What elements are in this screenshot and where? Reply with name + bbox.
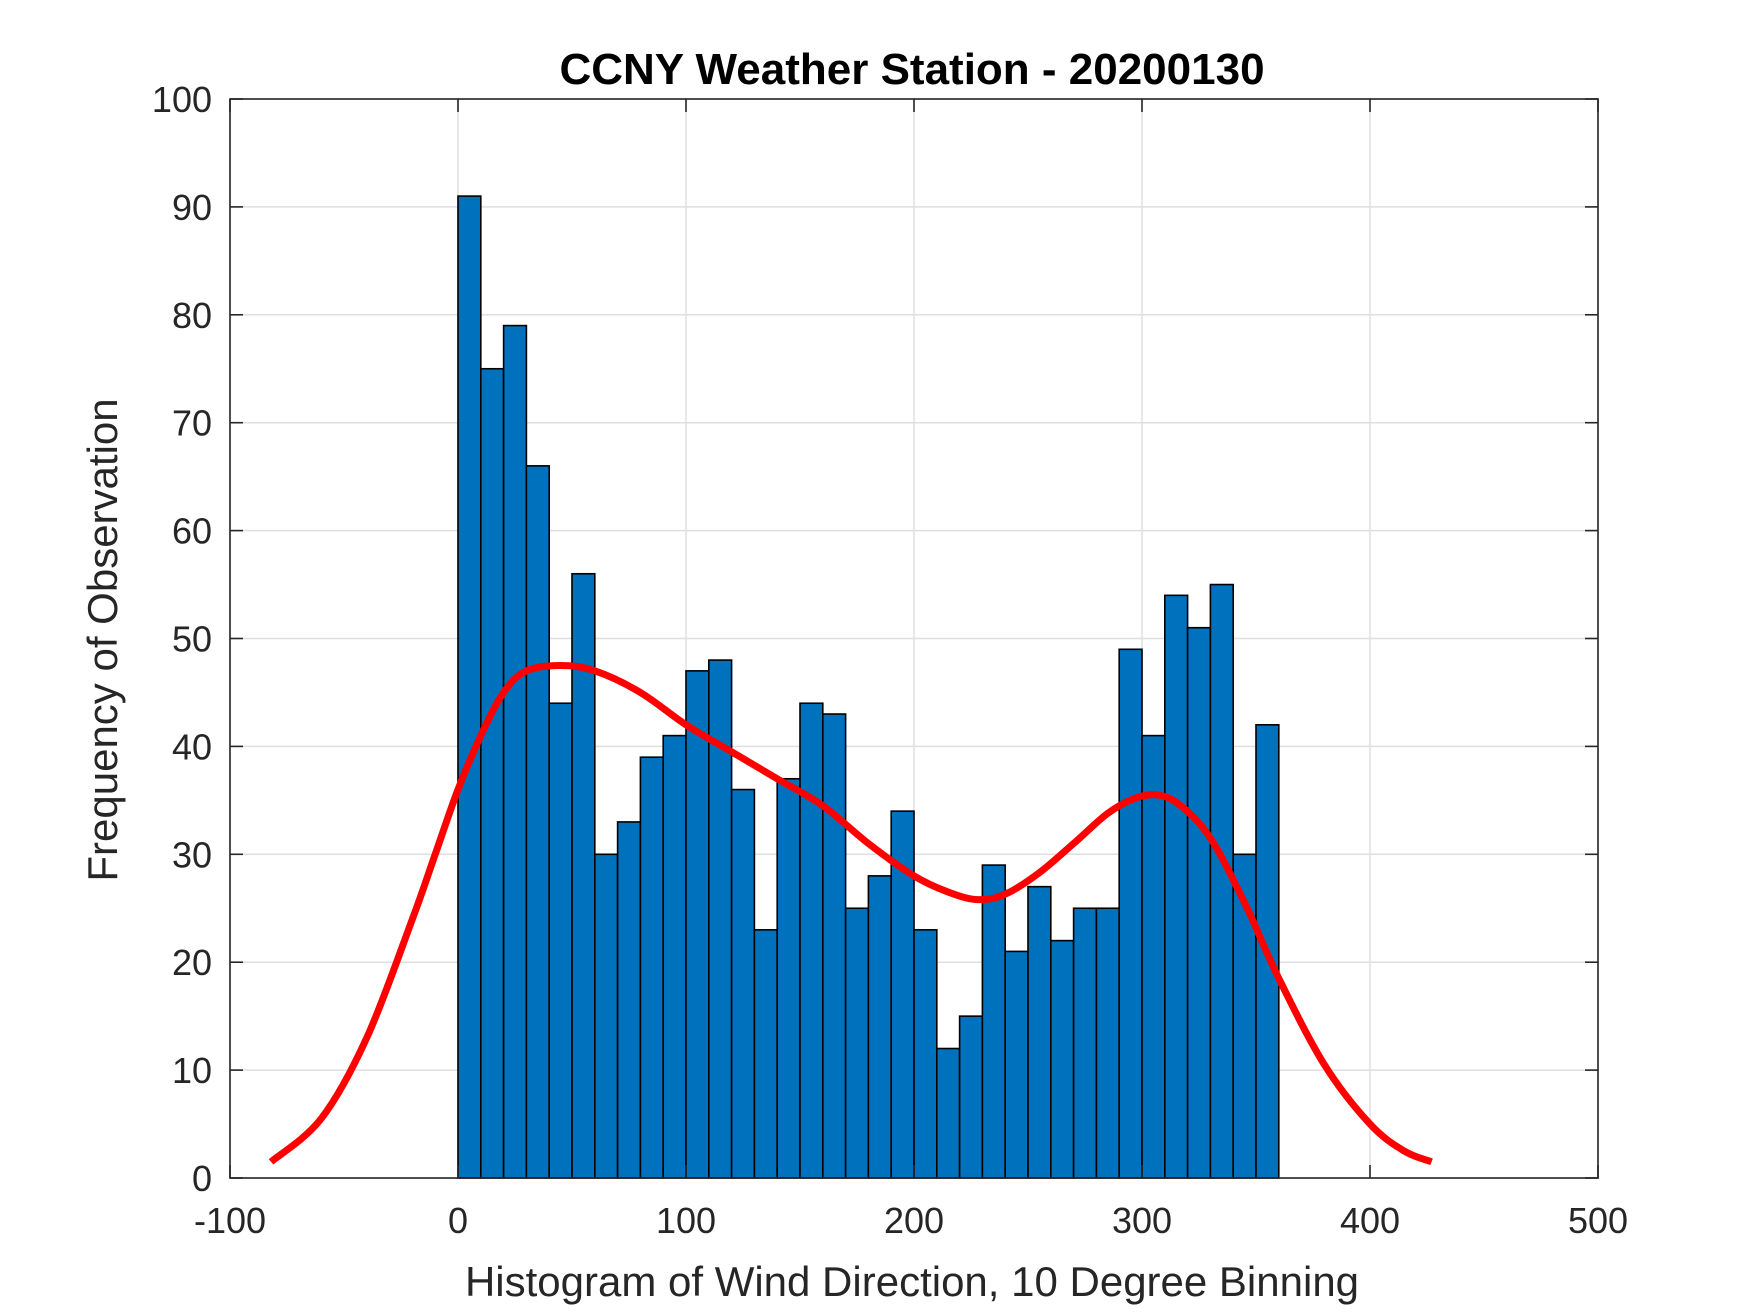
histogram-bar — [685, 670, 710, 1179]
y-tick-label: 10 — [172, 1050, 212, 1091]
histogram-bar — [935, 1047, 961, 1179]
y-tick-label: 30 — [172, 834, 212, 875]
x-tick-label: 200 — [884, 1200, 944, 1241]
histogram-bar — [639, 756, 665, 1179]
histogram-bar — [844, 907, 870, 1179]
x-tick-label: 400 — [1340, 1200, 1400, 1241]
histogram-bar — [776, 777, 801, 1179]
histogram-bar — [821, 713, 847, 1179]
histogram-bar — [457, 195, 482, 1179]
histogram-bar — [913, 929, 938, 1179]
y-tick-label: 50 — [172, 619, 212, 660]
histogram-bar — [1072, 907, 1098, 1179]
y-tick-label: 0 — [192, 1158, 212, 1199]
histogram-bar — [1118, 648, 1143, 1179]
histogram-bar — [525, 465, 551, 1179]
histogram-bar — [662, 734, 687, 1179]
x-tick-label: 100 — [656, 1200, 716, 1241]
histogram-bar — [1186, 626, 1212, 1179]
fit-curve-line — [268, 661, 1433, 1166]
histogram-bars — [457, 195, 1280, 1179]
histogram-bar — [867, 875, 893, 1179]
axes-layer — [229, 98, 1599, 1179]
histogram-bar — [1004, 950, 1029, 1179]
y-axis-label: Frequency of Observation — [79, 398, 126, 881]
histogram-bar — [1141, 734, 1166, 1179]
y-tick-label: 40 — [172, 726, 212, 767]
histogram-bar — [1050, 939, 1075, 1179]
histogram-bar — [1209, 583, 1235, 1179]
x-tick-label: 300 — [1112, 1200, 1172, 1241]
x-tick-label: -100 — [194, 1200, 266, 1241]
x-axis-label: Histogram of Wind Direction, 10 Degree B… — [465, 1258, 1359, 1305]
y-tick-label: 100 — [152, 79, 212, 120]
histogram-bar — [616, 821, 642, 1179]
y-tick-label: 60 — [172, 511, 212, 552]
histogram-bar — [1164, 594, 1189, 1179]
y-tick-label: 80 — [172, 295, 212, 336]
y-tick-label: 20 — [172, 942, 212, 983]
tick-labels: -100 0 100 200 300 400 50001020304050607080901… — [152, 79, 1628, 1241]
histogram-bar — [593, 853, 619, 1179]
histogram-bar — [981, 864, 1007, 1179]
histogram-bar — [799, 702, 824, 1179]
histogram-bar — [1027, 885, 1052, 1179]
x-tick-label: 500 — [1568, 1200, 1628, 1241]
y-tick-label: 90 — [172, 187, 212, 228]
chart-title: CCNY Weather Station - 20200130 — [559, 45, 1264, 94]
fit-curve-layer — [268, 661, 1433, 1166]
histogram-bar — [958, 1015, 984, 1179]
histogram-bar — [548, 702, 573, 1179]
histogram-bar — [502, 324, 528, 1179]
histogram-bar — [753, 929, 779, 1179]
y-tick-label: 70 — [172, 403, 212, 444]
histogram-bar — [1095, 907, 1121, 1179]
histogram-bar — [730, 788, 756, 1179]
histogram-bar — [479, 367, 505, 1179]
x-tick-label: 0 — [448, 1200, 468, 1241]
